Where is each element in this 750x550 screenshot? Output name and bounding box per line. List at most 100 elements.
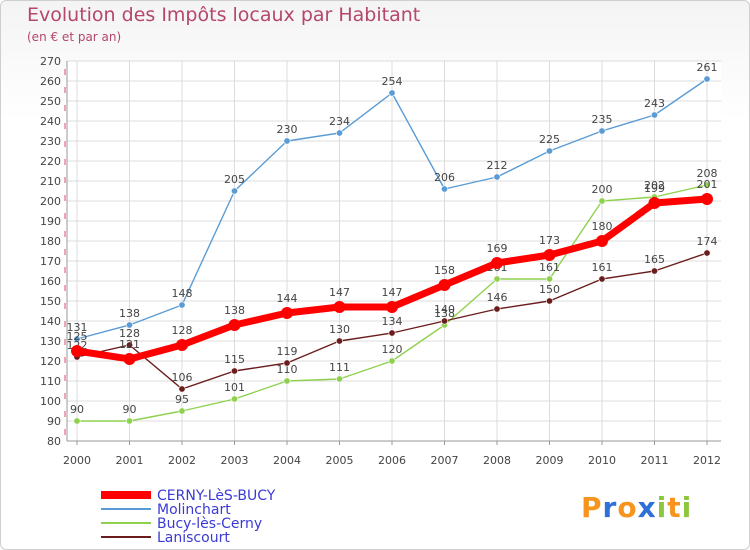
data-label: 146 (487, 291, 508, 304)
data-label: 115 (224, 353, 245, 366)
data-label: 254 (382, 75, 403, 88)
legend-label: Laniscourt (157, 530, 230, 546)
y-tick-label: 180 (40, 235, 61, 248)
data-label: 148 (172, 287, 193, 300)
logo-letter: o (617, 491, 638, 524)
data-point (231, 395, 239, 403)
data-point (73, 335, 81, 343)
data-point (650, 267, 658, 275)
data-point (283, 377, 291, 385)
data-point (386, 301, 398, 313)
data-label: 243 (644, 97, 665, 110)
data-label: 125 (67, 330, 88, 343)
y-tick-label: 270 (40, 55, 61, 68)
data-label: 101 (224, 381, 245, 394)
logo-letter: i (681, 491, 693, 524)
data-point (126, 341, 134, 349)
logo-letter: r (602, 491, 618, 524)
logo-letter: t (667, 491, 682, 524)
logo-letter: i (656, 491, 668, 524)
data-label: 208 (697, 167, 718, 180)
data-point (440, 185, 448, 193)
legend-label: Bucy-lès-Cerny (157, 516, 262, 532)
grid: 8090100110120130140150160170180190200210… (40, 55, 721, 467)
plot-area (67, 61, 721, 441)
data-label: 235 (592, 113, 613, 126)
x-tick-label: 2000 (63, 454, 91, 467)
data-label: 130 (329, 323, 350, 336)
data-point (438, 279, 451, 291)
data-label: 138 (224, 304, 245, 317)
data-point (543, 249, 556, 261)
data-label: 161 (539, 261, 560, 274)
data-label: 202 (644, 179, 665, 192)
x-tick-label: 2011 (641, 454, 669, 467)
y-tick-label: 150 (40, 295, 61, 308)
x-tick-label: 2006 (378, 454, 406, 467)
x-tick-label: 2012 (693, 454, 721, 467)
x-tick-label: 2002 (168, 454, 196, 467)
data-point (703, 75, 711, 83)
data-label: 147 (329, 286, 350, 299)
data-label: 206 (434, 171, 455, 184)
data-label: 121 (119, 338, 140, 351)
y-tick-label: 170 (40, 255, 61, 268)
y-tick-label: 140 (40, 315, 61, 328)
data-label: 158 (434, 264, 455, 277)
chart-subtitle: (en € et par an) (27, 30, 122, 44)
data-point (335, 337, 343, 345)
y-tick-label: 160 (40, 275, 61, 288)
data-label: 205 (224, 173, 245, 186)
y-tick-label: 120 (40, 355, 61, 368)
data-label: 144 (277, 292, 298, 305)
data-label: 95 (175, 393, 189, 406)
data-label: 200 (592, 183, 613, 196)
data-label: 261 (697, 61, 718, 74)
data-label: 234 (329, 115, 350, 128)
data-point (126, 321, 134, 329)
data-point (333, 301, 346, 313)
data-label: 147 (382, 286, 403, 299)
data-label: 128 (119, 327, 140, 340)
data-point (178, 385, 186, 393)
series-molinchart: 131 138 148 205 230 234 254 206 212 225 235 243 261 (67, 61, 718, 343)
data-point (596, 235, 608, 247)
x-tick-label: 2009 (536, 454, 564, 467)
x-tick-label: 2004 (273, 454, 301, 467)
data-point (335, 375, 343, 383)
data-point (283, 137, 291, 145)
data-point (703, 181, 711, 189)
data-point (71, 345, 83, 357)
logo-letter: x (637, 491, 657, 524)
data-label: 230 (277, 123, 298, 136)
data-label: 90 (70, 403, 84, 416)
data-label: 120 (382, 343, 403, 356)
data-point (545, 275, 553, 283)
data-point (228, 319, 241, 331)
data-label: 225 (539, 133, 560, 146)
legend-label: CERNY-LèS-BUCY (157, 488, 276, 504)
x-tick-label: 2010 (588, 454, 616, 467)
data-label: 169 (487, 242, 508, 255)
data-label: 128 (172, 324, 193, 337)
y-tick-label: 260 (40, 75, 61, 88)
y-tick-label: 190 (40, 215, 61, 228)
y-tick-label: 240 (40, 115, 61, 128)
data-point (545, 297, 553, 305)
x-tick-label: 2008 (483, 454, 511, 467)
data-point (545, 147, 553, 155)
y-tick-label: 250 (40, 95, 61, 108)
data-point (231, 187, 239, 195)
legend: CERNY-LèS-BUCYMolinchartBucy-lès-CernyLa… (101, 488, 276, 546)
data-label: 138 (119, 307, 140, 320)
data-point (388, 357, 396, 365)
y-tick-label: 110 (40, 375, 61, 388)
data-point (598, 127, 606, 135)
legend-label: Molinchart (157, 502, 231, 518)
y-tick-label: 230 (40, 135, 61, 148)
series-bucy-l-s-cerny: 90 90 95 101 110 111 120 138 161 161 200 202 208 (70, 167, 718, 425)
x-tick-label: 2003 (221, 454, 249, 467)
data-label: 199 (644, 182, 665, 195)
data-point (335, 129, 343, 137)
data-point (493, 305, 501, 313)
